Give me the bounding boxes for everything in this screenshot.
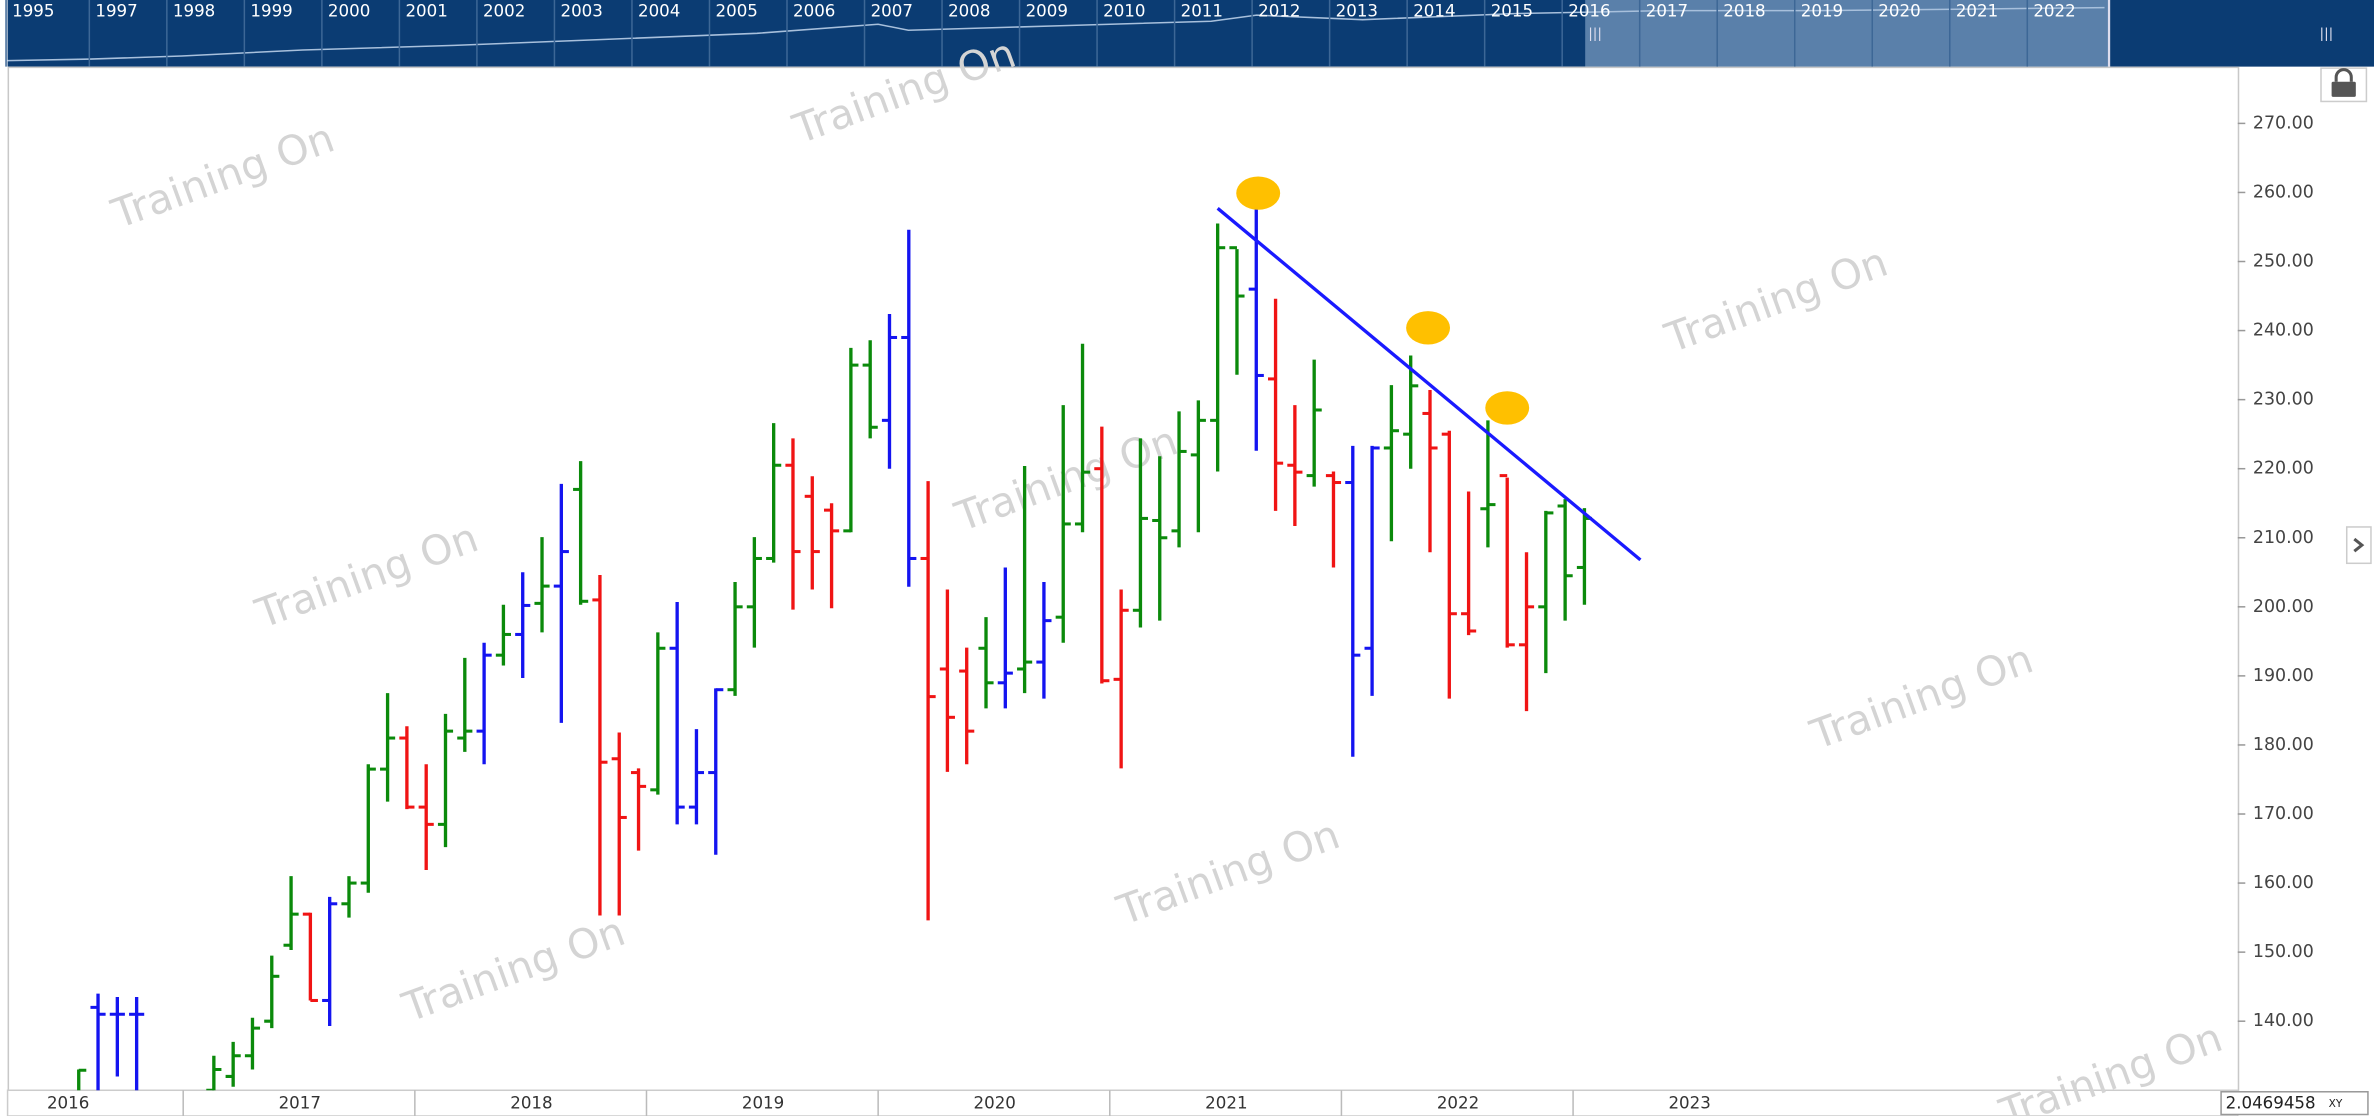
watermark: Training On: [249, 513, 485, 638]
navigator-year: 2021: [1956, 2, 1998, 21]
navigator-year: 1995: [12, 2, 54, 21]
y-tick-label: 150.00: [2253, 942, 2314, 962]
y-tick-label: 250.00: [2253, 252, 2314, 272]
watermark: Training On: [1110, 810, 1346, 935]
navigator-year: 2016: [1568, 2, 1610, 21]
watermark: Training On: [395, 907, 631, 1032]
bars: [77, 208, 1593, 1091]
navigator-year: 2014: [1413, 2, 1455, 21]
grip[interactable]: |||: [2319, 25, 2333, 41]
navigator-year: 2008: [948, 2, 990, 21]
navigator-year: 2001: [405, 2, 447, 21]
readout-mode[interactable]: XY: [2329, 1098, 2343, 1110]
navigator-year: 2019: [1801, 2, 1843, 21]
y-tick-label: 180.00: [2253, 735, 2314, 755]
navigator-year: 2018: [1723, 2, 1765, 21]
navigator-year: 2015: [1491, 2, 1533, 21]
navigator-year: 2009: [1026, 2, 1068, 21]
watermark: Training On: [1658, 238, 1894, 363]
readout-box: 2.0469458 XY: [2220, 1091, 2369, 1116]
navigator-year: 2005: [716, 2, 758, 21]
y-tick-label: 260.00: [2253, 182, 2314, 202]
x-axis-band: [6, 1089, 2239, 1116]
navigator-year: 1997: [95, 2, 137, 21]
y-tick-label: 170.00: [2253, 804, 2314, 824]
navigator-year: 2006: [793, 2, 835, 21]
navigator-year: 2017: [1646, 2, 1688, 21]
x-tick-label: 2018: [510, 1093, 552, 1112]
navigator-year: 1998: [173, 2, 215, 21]
navigator-year: 2010: [1103, 2, 1145, 21]
y-tick-label: 160.00: [2253, 873, 2314, 893]
lock-button[interactable]: [2320, 67, 2368, 103]
readout-value: 2.0469458: [2226, 1093, 2316, 1112]
x-tick-label: 2020: [974, 1093, 1016, 1112]
watermark: Training On: [1803, 634, 2039, 759]
y-tick-label: 190.00: [2253, 666, 2314, 686]
navigator-year: 2012: [1258, 2, 1300, 21]
navigator-year: 2007: [871, 2, 913, 21]
navigator-year: 2002: [483, 2, 525, 21]
x-tick-label: 2016: [47, 1093, 89, 1112]
navigator-year: 1999: [250, 2, 292, 21]
navigator-year: 2011: [1181, 2, 1223, 21]
y-tick-label: 200.00: [2253, 597, 2314, 617]
navigator-line: [7, 6, 2105, 62]
x-tick-label: 2021: [1205, 1093, 1247, 1112]
x-tick-label: 2017: [279, 1093, 321, 1112]
y-tick-label: 230.00: [2253, 390, 2314, 410]
watermark: Training On: [105, 114, 341, 239]
peak-marker: [1485, 391, 1530, 425]
x-tick-label: 2023: [1668, 1093, 1710, 1112]
navigator-year: 2000: [328, 2, 370, 21]
peak-marker: [1406, 311, 1451, 345]
y-tick-label: 140.00: [2253, 1011, 2314, 1031]
y-tick-label: 210.00: [2253, 528, 2314, 548]
x-tick-label: 2022: [1437, 1093, 1479, 1112]
navigator-year: 2004: [638, 2, 680, 21]
expand-button[interactable]: [2345, 526, 2372, 565]
y-tick-label: 240.00: [2253, 321, 2314, 341]
y-tick-label: 220.00: [2253, 459, 2314, 479]
trend-line: [1216, 207, 1642, 562]
navigator-year: 2013: [1336, 2, 1378, 21]
peak-marker: [1236, 176, 1281, 210]
y-tick-label: 270.00: [2253, 113, 2314, 133]
x-tick-label: 2019: [742, 1093, 784, 1112]
navigator-year: 2003: [560, 2, 602, 21]
grip[interactable]: |||: [1588, 25, 1602, 41]
navigator-year: 2020: [1878, 2, 1920, 21]
navigator-year: 2022: [2033, 2, 2075, 21]
